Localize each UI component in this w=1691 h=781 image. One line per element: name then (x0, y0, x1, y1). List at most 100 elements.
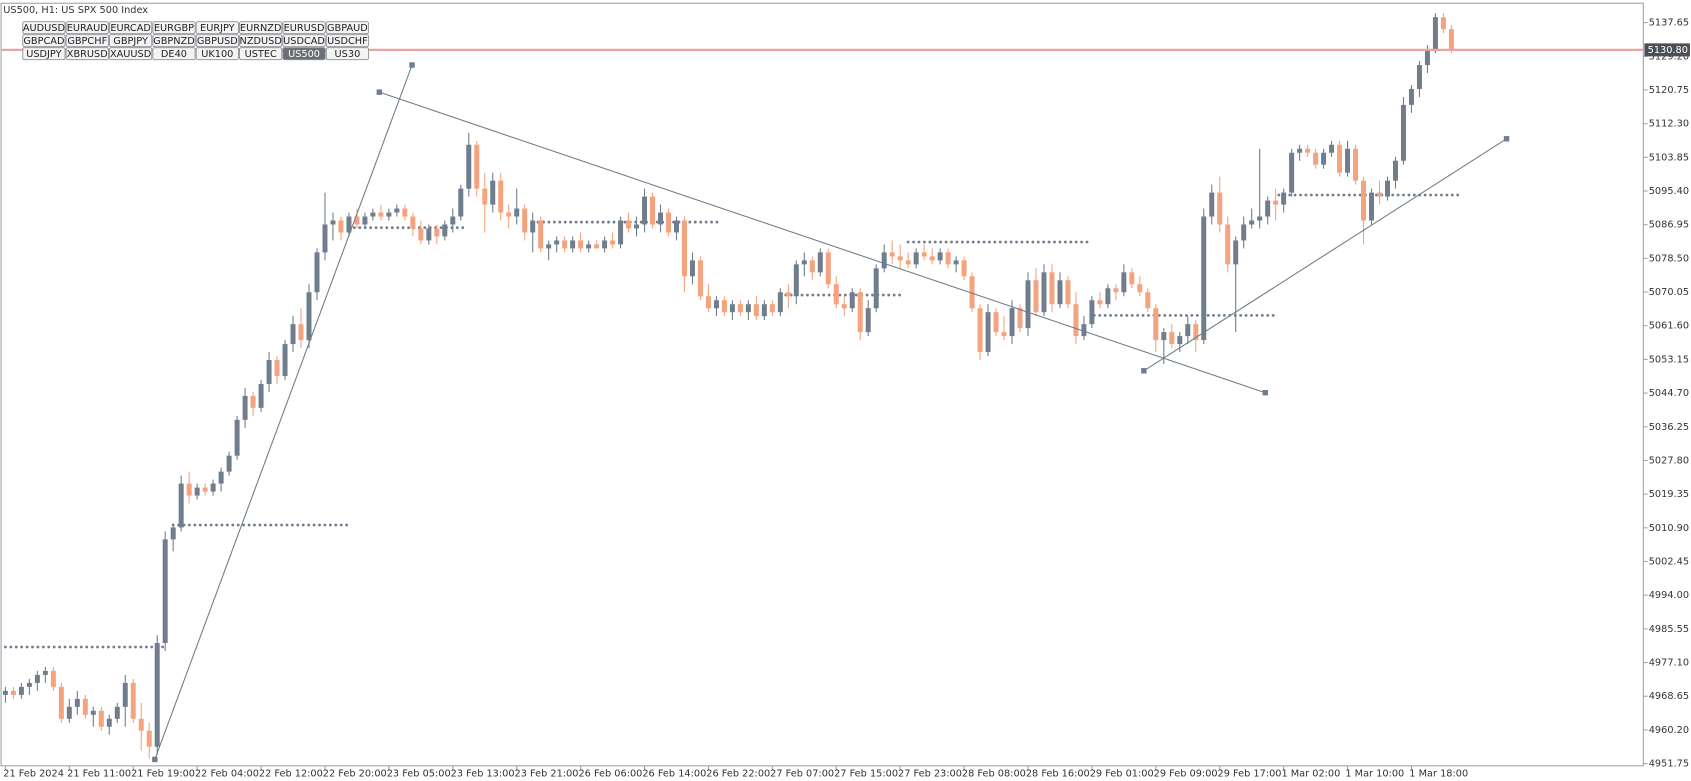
button-bg[interactable] (65, 34, 109, 48)
symbol-button[interactable]: USDCAD (282, 34, 326, 48)
candle-body (42, 670, 48, 675)
symbol-button[interactable]: GBPUSD (195, 34, 239, 48)
candle-body (634, 224, 640, 229)
button-bg[interactable] (65, 21, 109, 35)
candle-body (865, 308, 871, 333)
button-label[interactable]: USTEC (245, 49, 277, 60)
button-label[interactable]: EURNZD (240, 23, 282, 34)
candle-body (1257, 216, 1263, 221)
symbol-button[interactable]: EURAUD (65, 21, 109, 35)
candle-body (1153, 308, 1159, 341)
button-bg[interactable] (109, 47, 153, 61)
button-bg[interactable] (239, 21, 283, 35)
button-label[interactable]: EURJPY (200, 23, 235, 34)
button-label[interactable]: US500 (288, 49, 320, 60)
button-bg[interactable] (239, 47, 283, 61)
button-bg[interactable] (195, 47, 239, 61)
button-bg[interactable] (22, 34, 66, 48)
symbol-button[interactable]: US500 (282, 47, 326, 61)
button-label[interactable]: AUDUSD (23, 23, 65, 34)
symbol-button[interactable]: EURNZD (239, 21, 283, 35)
button-label[interactable]: US30 (335, 49, 361, 60)
button-label[interactable]: GBPNZD (153, 36, 195, 47)
button-bg[interactable] (109, 34, 153, 48)
button-label[interactable]: EURCAD (110, 23, 151, 34)
button-bg[interactable] (109, 21, 153, 35)
candle-body (777, 292, 783, 313)
button-label[interactable]: XBRUSD (67, 49, 108, 60)
candle-body (282, 344, 288, 376)
symbol-button[interactable]: NZDUSD (239, 34, 283, 48)
candle-body (1392, 160, 1398, 181)
button-label[interactable]: EURGBP (154, 23, 194, 34)
candle-body (514, 208, 520, 217)
button-bg[interactable] (152, 34, 196, 48)
symbol-button[interactable]: EURGBP (152, 21, 196, 35)
button-label[interactable]: USDCAD (283, 36, 325, 47)
button-bg[interactable] (282, 47, 326, 61)
candle-body (1009, 308, 1015, 337)
candle-body (761, 304, 767, 317)
button-bg[interactable] (22, 47, 66, 61)
button-bg[interactable] (22, 21, 66, 35)
symbol-button[interactable]: GBPAUD (325, 21, 369, 35)
candle-body (1193, 324, 1199, 341)
candle-body (873, 268, 879, 309)
symbol-button[interactable]: EURUSD (282, 21, 326, 35)
button-label[interactable]: USDJPY (26, 49, 61, 60)
candle-body (817, 252, 823, 273)
button-bg[interactable] (282, 34, 326, 48)
candle-body (681, 220, 687, 277)
button-label[interactable]: XAUUSD (110, 49, 151, 60)
symbol-button[interactable]: USDJPY (22, 47, 66, 61)
symbol-button[interactable]: UK100 (195, 47, 239, 61)
button-label[interactable]: DE40 (161, 49, 187, 60)
button-bg[interactable] (195, 34, 239, 48)
candle-body (1265, 200, 1271, 217)
button-label[interactable]: GBPJPY (113, 36, 148, 47)
button-bg[interactable] (239, 34, 283, 48)
button-label[interactable]: GBPCHF (67, 36, 107, 47)
button-label[interactable]: NZDUSD (240, 36, 282, 47)
button-bg[interactable] (195, 21, 239, 35)
x-tick-label: 26 Feb 14:00 (642, 768, 706, 779)
button-bg[interactable] (65, 47, 109, 61)
symbol-button[interactable]: AUDUSD (22, 21, 66, 35)
button-bg[interactable] (325, 34, 369, 48)
symbol-button[interactable]: GBPCHF (65, 34, 109, 48)
symbol-button[interactable]: US30 (325, 47, 369, 61)
candle-body (881, 252, 887, 269)
symbol-button[interactable]: XBRUSD (65, 47, 109, 61)
button-bg[interactable] (282, 21, 326, 35)
candle-body (745, 304, 751, 313)
button-bg[interactable] (152, 21, 196, 35)
symbol-button[interactable]: GBPNZD (152, 34, 196, 48)
candle-body (1057, 280, 1063, 305)
candle-body (937, 252, 943, 261)
button-bg[interactable] (152, 47, 196, 61)
button-bg[interactable] (325, 21, 369, 35)
symbol-button[interactable]: USTEC (239, 47, 283, 61)
button-label[interactable]: EURUSD (284, 23, 325, 34)
symbol-button[interactable]: GBPJPY (109, 34, 153, 48)
candle-body (330, 220, 336, 225)
button-label[interactable]: GBPAUD (327, 23, 368, 34)
candle-body (658, 212, 664, 225)
symbol-button[interactable]: DE40 (152, 47, 196, 61)
candle-body (1225, 224, 1231, 265)
candle-body (1209, 192, 1215, 217)
button-label[interactable]: GBPCAD (23, 36, 64, 47)
candle-body (857, 292, 863, 333)
button-label[interactable]: EURAUD (67, 23, 108, 34)
symbol-button[interactable]: GBPCAD (22, 34, 66, 48)
symbol-button[interactable]: EURCAD (109, 21, 153, 35)
symbol-button[interactable]: EURJPY (195, 21, 239, 35)
x-tick-label: 26 Feb 06:00 (578, 768, 642, 779)
symbol-button[interactable]: USDCHF (325, 34, 369, 48)
button-label[interactable]: UK100 (201, 49, 233, 60)
symbol-button[interactable]: XAUUSD (109, 47, 153, 61)
button-bg[interactable] (325, 47, 369, 61)
button-label[interactable]: USDCHF (327, 36, 368, 47)
button-label[interactable]: GBPUSD (197, 36, 238, 47)
